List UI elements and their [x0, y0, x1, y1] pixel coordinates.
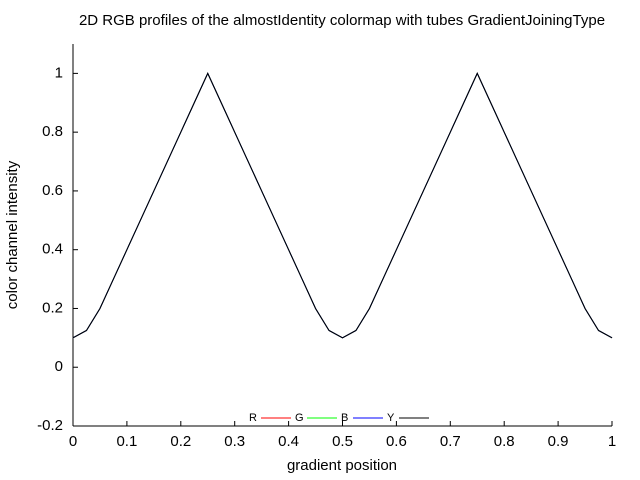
y-tick-label: 0 [55, 358, 63, 375]
x-tick-label: 0.4 [278, 433, 299, 450]
x-tick-label: 0.5 [332, 433, 353, 450]
y-tick-label: 0.8 [42, 123, 63, 140]
x-tick-label: 0.7 [440, 433, 461, 450]
y-tick-label: 1 [55, 64, 63, 81]
x-tick-label: 0.2 [170, 433, 191, 450]
x-tick-label: 0 [69, 433, 77, 450]
legend-label: Y [387, 412, 395, 424]
x-tick-label: 0.6 [386, 433, 407, 450]
x-tick-label: 0.8 [494, 433, 515, 450]
y-tick-label: 0.6 [42, 182, 63, 199]
x-tick-label: 1 [608, 433, 616, 450]
y-tick-label: -0.2 [37, 417, 63, 434]
x-tick-label: 0.9 [548, 433, 569, 450]
chart-title: 2D RGB profiles of the almostIdentity co… [79, 12, 605, 29]
y-axis-label: color channel intensity [4, 160, 21, 309]
x-tick-label: 0.1 [116, 433, 137, 450]
legend-label: R [249, 412, 257, 424]
series-line [72, 72, 613, 339]
x-axis-label: gradient position [287, 457, 397, 474]
series-line [72, 72, 613, 339]
series-line [72, 72, 613, 339]
y-tick-label: 0.2 [42, 299, 63, 316]
x-tick-label: 0.3 [224, 433, 245, 450]
legend-label: G [295, 412, 304, 424]
series-line [72, 72, 613, 339]
legend-label: B [341, 412, 348, 424]
y-tick-label: 0.4 [42, 241, 63, 258]
